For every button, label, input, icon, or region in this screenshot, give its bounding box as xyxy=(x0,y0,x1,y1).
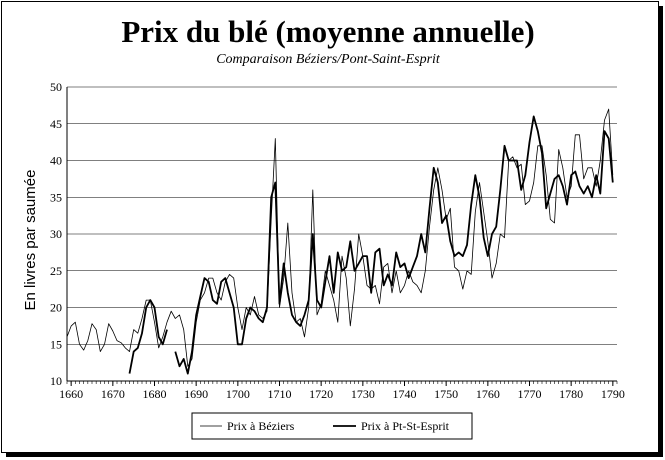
legend: Prix à Béziers Prix à Pt-St-Esprit xyxy=(191,412,473,440)
series-lines xyxy=(66,108,614,375)
frame-shadow-bottom xyxy=(6,452,663,457)
x-tick-label: 1780 xyxy=(559,387,583,401)
x-tick-label: 1770 xyxy=(518,387,542,401)
x-tick-label: 1730 xyxy=(351,387,375,401)
series-line-ptstesprit xyxy=(128,299,168,374)
y-tick-label: 25 xyxy=(50,264,62,278)
legend-box xyxy=(191,412,473,440)
x-tick-label: 1760 xyxy=(476,387,500,401)
x-tick-label: 1660 xyxy=(59,387,83,401)
x-tick-label: 1700 xyxy=(226,387,250,401)
y-tick-label: 30 xyxy=(50,227,62,241)
y-tick-label: 40 xyxy=(50,154,62,168)
y-tick-label: 35 xyxy=(50,190,62,204)
y-tick-label: 50 xyxy=(50,80,62,94)
series-line-ptstesprit xyxy=(174,115,614,375)
y-tick-label: 10 xyxy=(50,374,62,388)
x-tick-label: 1680 xyxy=(143,387,167,401)
x-tick-label: 1670 xyxy=(101,387,125,401)
x-tick-label: 1750 xyxy=(434,387,458,401)
chart-subtitle: Comparaison Béziers/Pont-Saint-Esprit xyxy=(216,52,440,67)
x-tick-label: 1690 xyxy=(184,387,208,401)
x-tick-label: 1740 xyxy=(393,387,417,401)
grid-lines xyxy=(67,86,617,382)
y-tick-label: 45 xyxy=(50,117,62,131)
x-tick-label: 1790 xyxy=(601,387,625,401)
y-axis-label: En livres par saumée xyxy=(22,170,39,311)
legend-label-beziers: Prix à Béziers xyxy=(227,419,295,433)
legend-label-ptstesprit: Prix à Pt-St-Esprit xyxy=(361,419,450,433)
series-line-beziers xyxy=(66,108,614,367)
x-tick-label: 1720 xyxy=(309,387,333,401)
y-tick-label: 20 xyxy=(50,301,62,315)
y-tick-label: 15 xyxy=(50,337,62,351)
axes: 10 15 20 25 30 35 40 45 50 1660 1670 1680 1690 1700 17… xyxy=(50,80,625,401)
chart-title: Prix du blé (moyenne annuelle) xyxy=(121,14,535,49)
chart-frame xyxy=(1,1,659,453)
x-tick-label: 1710 xyxy=(268,387,292,401)
frame-shadow-right xyxy=(658,6,663,454)
